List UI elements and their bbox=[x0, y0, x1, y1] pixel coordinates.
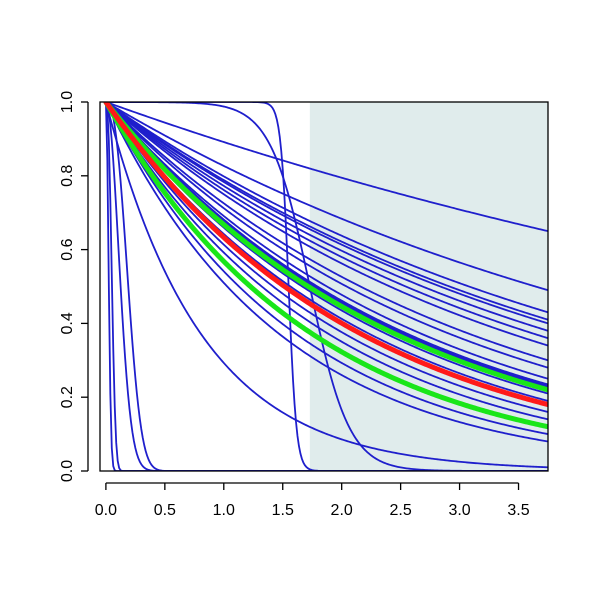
series-line-green-27 bbox=[103, 102, 548, 430]
x-tick-label: 1.5 bbox=[272, 502, 294, 519]
series-line-blue-10 bbox=[104, 102, 548, 380]
series-line-blue-2 bbox=[104, 102, 548, 314]
series-line-blue-15 bbox=[104, 102, 548, 421]
x-tick-label: 0.0 bbox=[95, 502, 117, 519]
series-line-blue-1 bbox=[104, 102, 548, 292]
axes: 0.0 0.5 1.0 1.5 2.0 2.5 3.0 3.5 0.0 0.2 0.4 0.6 0.8 1… bbox=[59, 91, 549, 519]
x-tick-label: 1.0 bbox=[213, 502, 235, 519]
x-tick-label: 0.5 bbox=[154, 502, 176, 519]
x-tick-label: 2.0 bbox=[331, 502, 353, 519]
y-tick-label: 0.4 bbox=[59, 312, 76, 334]
y-tick-label: 0.8 bbox=[59, 165, 76, 187]
series-line-red-29 bbox=[103, 102, 548, 408]
series-line-blue-17 bbox=[104, 102, 548, 435]
y-tick-label: 0.2 bbox=[59, 386, 76, 408]
series-line-blue-9 bbox=[104, 102, 548, 369]
series-line-blue-5 bbox=[104, 102, 548, 332]
x-tick-label: 3.0 bbox=[448, 502, 470, 519]
series-line-blue-8 bbox=[104, 102, 548, 362]
series-line-blue-0 bbox=[104, 102, 548, 233]
series-line-blue-4 bbox=[104, 102, 548, 325]
series-line-blue-7 bbox=[104, 102, 548, 347]
y-tick-label: 1.0 bbox=[59, 91, 76, 113]
plot-frame bbox=[99, 101, 549, 472]
series-line-blue-19 bbox=[104, 102, 548, 469]
series-line-blue-18 bbox=[104, 102, 548, 443]
series-line-blue-3 bbox=[104, 102, 548, 321]
y-tick-label: 0.0 bbox=[59, 460, 76, 482]
series-group bbox=[103, 102, 548, 471]
y-tick-label: 0.6 bbox=[59, 238, 76, 260]
series-line-blue-14 bbox=[104, 102, 548, 413]
series-line-green-28 bbox=[103, 102, 548, 393]
x-tick-label: 3.5 bbox=[507, 502, 529, 519]
x-tick-label: 2.5 bbox=[390, 502, 412, 519]
series-line-blue-6 bbox=[104, 102, 548, 340]
